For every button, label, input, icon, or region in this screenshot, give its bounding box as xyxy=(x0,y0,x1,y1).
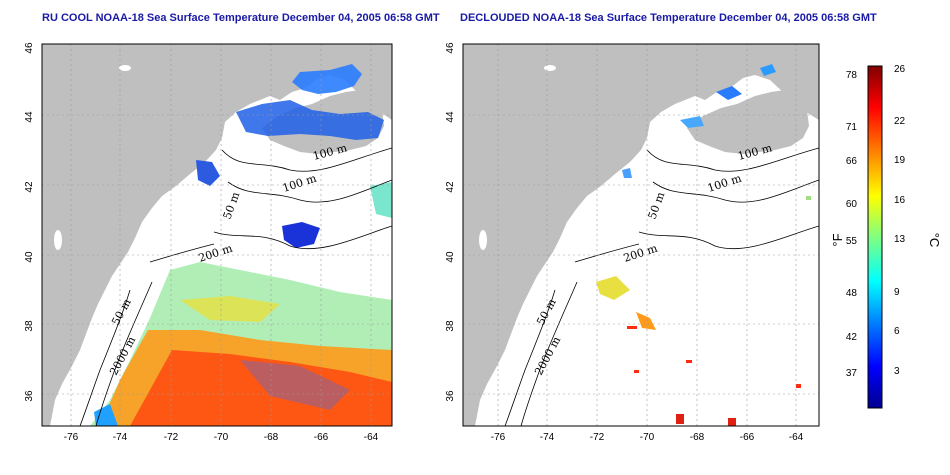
f-tick-label: 42 xyxy=(846,332,858,343)
colorbar-gradient xyxy=(867,65,883,409)
y-tick-label: 40 xyxy=(24,251,35,263)
y-tick-label: 44 xyxy=(24,111,35,123)
right-lake xyxy=(479,230,487,250)
fahrenheit-scale: 78 71 66 60 55 48 42 37 xyxy=(846,70,858,379)
c-tick-label: 9 xyxy=(894,287,900,298)
y-tick-label: 36 xyxy=(24,390,35,402)
right-map-title: DECLOUDED NOAA-18 Sea Surface Temperatur… xyxy=(460,12,877,24)
x-tick-label: -70 xyxy=(214,432,229,443)
left-lake xyxy=(119,65,131,71)
x-tick-label: -74 xyxy=(540,432,555,443)
left-sst-data xyxy=(90,64,392,426)
f-tick-label: 66 xyxy=(846,156,858,167)
celsius-unit-label: °C xyxy=(927,233,942,248)
c-tick-label: 19 xyxy=(894,155,906,166)
right-land-mainland xyxy=(463,44,819,426)
x-tick-label: -66 xyxy=(314,432,329,443)
right-sst-data xyxy=(596,64,811,426)
y-tick-label: 36 xyxy=(445,390,456,402)
x-tick-label: -64 xyxy=(364,432,379,443)
c-tick-label: 13 xyxy=(894,234,906,245)
right-x-axis: -76 -74 -72 -70 -68 -66 -64 xyxy=(491,432,804,443)
c-tick-label: 3 xyxy=(894,366,900,377)
x-tick-label: -70 xyxy=(640,432,655,443)
right-land-nova-scotia xyxy=(687,90,809,154)
y-tick-label: 38 xyxy=(24,320,35,332)
right-y-axis: 46 44 42 40 38 36 xyxy=(445,42,456,402)
y-tick-label: 42 xyxy=(445,181,456,193)
celsius-scale: 26 22 19 16 13 9 6 3 xyxy=(894,64,906,377)
x-tick-label: -66 xyxy=(740,432,755,443)
x-tick-label: -72 xyxy=(590,432,605,443)
right-land-cape-breton xyxy=(795,78,819,110)
left-grid xyxy=(42,44,392,426)
left-map: 100 m 100 m 50 m 200 m 50 m 2000 m -76 -… xyxy=(24,42,393,443)
f-tick-label: 78 xyxy=(846,70,858,81)
f-tick-label: 37 xyxy=(846,368,858,379)
temperature-colorbar: 78 71 66 60 55 48 42 37 26 22 19 16 13 9… xyxy=(830,64,942,409)
left-lake xyxy=(54,230,62,250)
x-tick-label: -76 xyxy=(491,432,506,443)
left-x-axis: -76 -74 -72 -70 -68 -66 -64 xyxy=(64,432,379,443)
f-tick-label: 71 xyxy=(846,122,858,133)
left-map-frame xyxy=(41,43,393,427)
f-tick-label: 55 xyxy=(846,236,858,247)
right-map-frame xyxy=(462,43,820,427)
f-tick-label: 60 xyxy=(846,199,858,210)
left-land-cape-breton xyxy=(370,78,392,110)
x-tick-label: -68 xyxy=(264,432,279,443)
right-grid xyxy=(463,44,819,426)
left-land-mainland xyxy=(42,44,392,426)
right-map: 100 m 100 m 50 m 200 m 50 m 2000 m -76 -… xyxy=(445,42,820,443)
left-y-axis: 46 44 42 40 38 36 xyxy=(24,42,35,402)
fahrenheit-unit-label: °F xyxy=(830,233,845,246)
y-tick-label: 40 xyxy=(445,251,456,263)
right-isobaths xyxy=(504,147,819,426)
y-tick-label: 38 xyxy=(445,320,456,332)
x-tick-label: -76 xyxy=(64,432,79,443)
x-tick-label: -64 xyxy=(789,432,804,443)
c-tick-label: 26 xyxy=(894,64,906,75)
y-tick-label: 44 xyxy=(445,111,456,123)
x-tick-label: -74 xyxy=(113,432,128,443)
c-tick-label: 22 xyxy=(894,116,906,127)
x-tick-label: -68 xyxy=(690,432,705,443)
c-tick-label: 16 xyxy=(894,195,906,206)
x-tick-label: -72 xyxy=(164,432,179,443)
y-tick-label: 42 xyxy=(24,181,35,193)
left-isobaths xyxy=(79,147,392,426)
left-map-title: RU COOL NOAA-18 Sea Surface Temperature … xyxy=(42,12,440,24)
y-tick-label: 46 xyxy=(445,42,456,54)
c-tick-label: 6 xyxy=(894,326,900,337)
y-tick-label: 46 xyxy=(24,42,35,54)
right-lake xyxy=(544,65,556,71)
f-tick-label: 48 xyxy=(846,288,858,299)
